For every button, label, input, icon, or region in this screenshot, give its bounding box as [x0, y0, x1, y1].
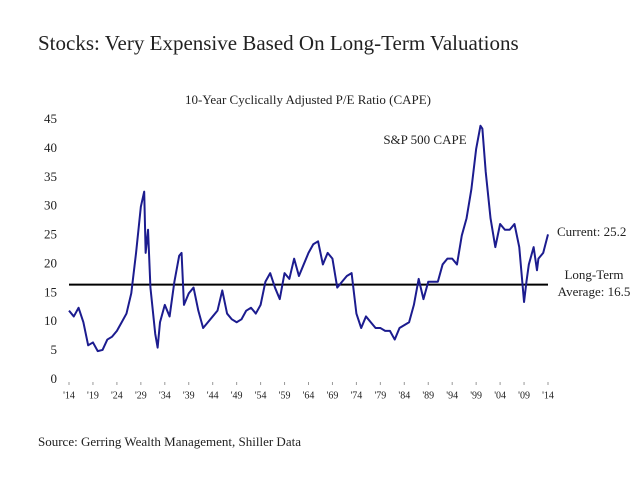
x-tick-label: '89 [422, 390, 434, 401]
x-tick-label: '44 [207, 390, 219, 401]
x-tick-label: '29 [135, 390, 147, 401]
x-tick-label: '49 [231, 390, 243, 401]
y-tick-label: 20 [44, 255, 57, 270]
y-tick-label: 0 [51, 371, 58, 386]
x-tick-label: '74 [350, 390, 362, 401]
chart-title: Stocks: Very Expensive Based On Long-Ter… [38, 31, 519, 55]
x-tick-label: '99 [470, 390, 482, 401]
y-tick-label: 35 [44, 169, 57, 184]
x-tick-label: '34 [159, 390, 171, 401]
current-label: Current: 25.2 [557, 224, 626, 239]
x-tick-label: '79 [374, 390, 386, 401]
cape-line [68, 124, 549, 353]
x-tick-label: '59 [279, 390, 291, 401]
y-tick-label: 5 [51, 342, 58, 357]
y-tick-label: 45 [44, 111, 57, 126]
x-tick-label: '39 [183, 390, 195, 401]
x-tick-label: '24 [111, 390, 123, 401]
x-tick-label: '19 [87, 390, 99, 401]
source-note: Source: Gerring Wealth Management, Shill… [38, 434, 301, 449]
series-label: S&P 500 CAPE [383, 132, 466, 147]
average-label: Average: 16.5 [558, 284, 631, 299]
x-tick-label: '84 [398, 390, 410, 401]
x-tick-label: '09 [518, 390, 530, 401]
y-tick-label: 25 [44, 227, 57, 242]
x-tick-label: '54 [255, 390, 267, 401]
y-tick-label: 15 [44, 284, 57, 299]
x-tick-label: '14 [542, 390, 554, 401]
x-tick-label: '14 [63, 390, 75, 401]
x-tick-label: '69 [327, 390, 339, 401]
y-tick-label: 40 [44, 140, 57, 155]
chart-subtitle: 10-Year Cyclically Adjusted P/E Ratio (C… [185, 92, 431, 107]
x-tick-label: '94 [446, 390, 458, 401]
y-tick-label: 30 [44, 198, 57, 213]
average-label: Long-Term [564, 267, 623, 282]
x-tick-label: '64 [303, 390, 315, 401]
y-tick-label: 10 [44, 313, 57, 328]
x-tick-label: '04 [494, 390, 506, 401]
